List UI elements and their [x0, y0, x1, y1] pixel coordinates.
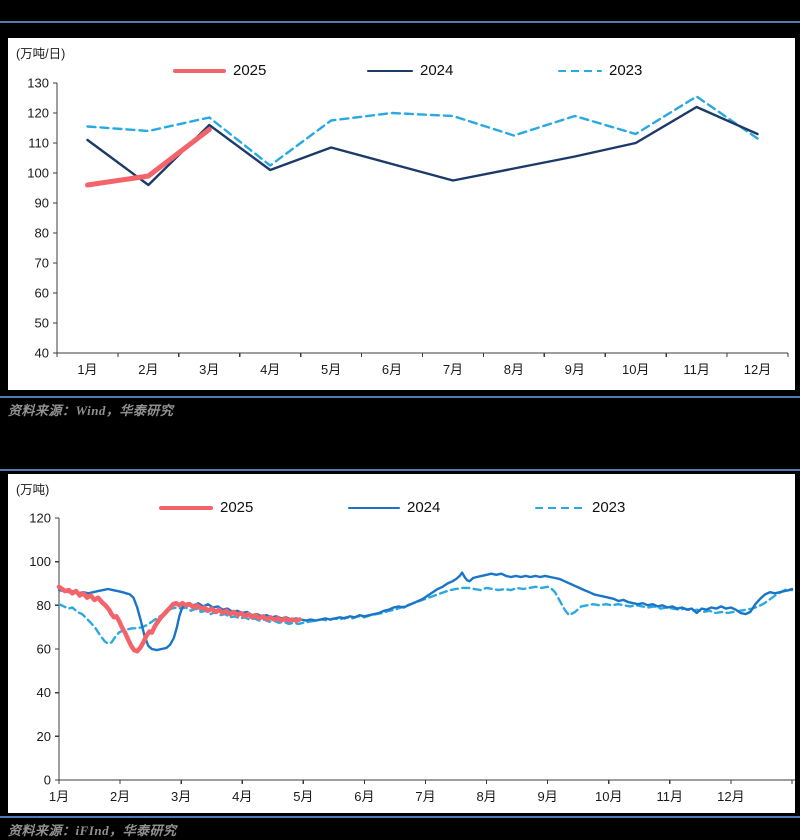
series-line-2025 — [85, 127, 212, 188]
legend-label-2023: 2023 — [609, 62, 643, 79]
legend-swatch-2024 — [348, 506, 400, 510]
chart1-legend-item-2023: 2023 — [558, 62, 642, 80]
chart1-legend-item-2025: 2025 — [173, 62, 266, 80]
series-line-2024 — [57, 571, 794, 652]
series-line-2023 — [86, 95, 759, 167]
x-tick-label: 4月 — [260, 362, 280, 377]
divider-top — [0, 21, 800, 23]
y-tick-label: 130 — [27, 76, 49, 91]
x-tick-label: 8月 — [476, 789, 496, 804]
legend-label-2023: 2023 — [592, 499, 626, 516]
x-tick-label: 1月 — [77, 362, 97, 377]
y-tick-label: 80 — [35, 226, 49, 241]
x-tick-label: 5月 — [321, 362, 341, 377]
series-line-2023 — [57, 585, 794, 645]
chart2-unit-label: (万吨) — [16, 483, 50, 497]
x-tick-label: 9月 — [538, 789, 558, 804]
y-tick-label: 50 — [35, 316, 49, 331]
x-tick-label: 12月 — [717, 789, 744, 804]
x-tick-label: 2月 — [110, 789, 130, 804]
y-tick-label: 60 — [35, 286, 49, 301]
x-tick-label: 11月 — [657, 789, 684, 804]
y-tick-label: 100 — [27, 166, 49, 181]
x-tick-label: 6月 — [382, 362, 402, 377]
y-tick-label: 40 — [37, 685, 51, 700]
chart1-legend-item-2024: 2024 — [367, 62, 453, 80]
chart2-legend-item-2024: 2024 — [348, 499, 440, 517]
y-tick-label: 60 — [37, 642, 51, 657]
x-tick-label: 12月 — [744, 362, 771, 377]
x-tick-label: 5月 — [293, 789, 313, 804]
x-tick-label: 10月 — [595, 789, 622, 804]
x-tick-label: 7月 — [415, 789, 435, 804]
y-tick-label: 90 — [35, 196, 49, 211]
y-tick-label: 80 — [37, 598, 51, 613]
chart-panel-daily: (万吨) 2025 2024 2023 0 20 40 60 80 100 120 1月 2月 3… — [8, 474, 795, 813]
x-tick-label: 2月 — [138, 362, 158, 377]
legend-swatch-2024 — [367, 69, 413, 73]
chart2-legend-item-2023: 2023 — [535, 499, 625, 517]
y-tick-label: 100 — [29, 554, 51, 569]
legend-swatch-2025 — [159, 505, 213, 511]
y-tick-label: 110 — [28, 136, 49, 151]
x-tick-label: 11月 — [683, 362, 710, 377]
legend-label-2025: 2025 — [233, 62, 267, 79]
chart-panel-monthly: (万吨/日) 2025 2024 2023 40 50 60 70 80 90 100 110… — [8, 38, 795, 390]
y-tick-label: 120 — [29, 511, 51, 526]
divider-below-chart-2 — [0, 816, 800, 818]
chart2-source-note: 资料来源：iFInd，华泰研究 — [8, 823, 177, 838]
divider-below-chart-1 — [0, 396, 800, 398]
x-tick-label: 10月 — [622, 362, 649, 377]
series-line-2025 — [56, 584, 302, 654]
x-tick-label: 3月 — [199, 362, 219, 377]
chart2-legend-item-2025: 2025 — [159, 499, 253, 517]
x-tick-label: 9月 — [565, 362, 585, 377]
legend-swatch-2025 — [173, 68, 226, 74]
x-tick-label: 6月 — [354, 789, 374, 804]
y-tick-label: 120 — [27, 106, 49, 121]
y-tick-label: 0 — [44, 773, 51, 788]
x-tick-label: 8月 — [504, 362, 524, 377]
legend-label-2024: 2024 — [407, 499, 441, 516]
legend-label-2025: 2025 — [220, 499, 254, 516]
x-tick-label: 1月 — [49, 789, 69, 804]
chart2-canvas: 0 20 40 60 80 100 120 1月 2月 3月 4月 5月 6月 7月 8月 9月 10月 11月 1… — [29, 511, 795, 804]
x-tick-label: 7月 — [443, 362, 463, 377]
divider-above-chart-2 — [0, 469, 800, 471]
y-tick-label: 40 — [35, 346, 49, 361]
chart1-source-note: 资料来源：Wind，华泰研究 — [8, 403, 174, 418]
x-tick-label: 4月 — [232, 789, 252, 804]
x-tick-label: 3月 — [171, 789, 191, 804]
legend-swatch-2023 — [535, 506, 585, 510]
legend-label-2024: 2024 — [420, 62, 454, 79]
legend-swatch-2023 — [558, 69, 602, 73]
y-tick-label: 70 — [35, 256, 49, 271]
chart1-unit-label: (万吨/日) — [16, 47, 66, 61]
y-tick-label: 20 — [37, 729, 51, 744]
chart1-canvas: 40 50 60 70 80 90 100 110 120 130 1月 2月 3月 4月 5月 6月 7月 8月… — [27, 76, 789, 377]
